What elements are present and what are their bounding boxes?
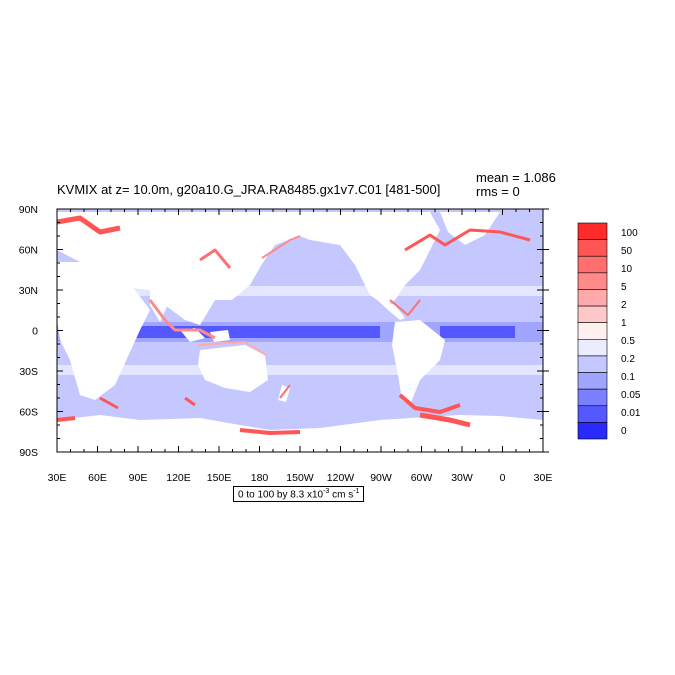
coastal-high-values [57, 215, 531, 435]
colorbar-label: 0.05 [621, 390, 641, 401]
colorbar-label: 2 [621, 300, 627, 311]
y-tick-label: 60S [19, 407, 38, 419]
colorbar-swatch [577, 339, 608, 357]
colorbar-swatch [577, 305, 608, 323]
x-tick-label: 30E [48, 472, 67, 484]
rms-stat: rms = 0 [476, 184, 520, 199]
range-exponent: -3 [323, 488, 330, 495]
range-unit: cm s [329, 489, 354, 501]
x-tick-label: 120E [166, 472, 191, 484]
colorbar-label: 1 [621, 318, 627, 329]
y-tick-label: 60N [19, 245, 38, 257]
x-axis: 30E 60E 90E 120E 150E 180 150W 120W 90W 60W 30W 0 30… [48, 209, 553, 484]
chart-title: KVMIX at z= 10.0m, g20a10.G_JRA.RA8485.g… [57, 182, 441, 197]
colorbar-swatch [577, 289, 608, 307]
colorbar-swatch [577, 222, 608, 240]
x-tick-label: 150E [207, 472, 232, 484]
land-masses [57, 212, 543, 452]
x-tick-label: 30W [451, 472, 473, 484]
colorbar-label: 10 [621, 264, 633, 275]
colorbar-swatch [577, 239, 608, 257]
colorbar-swatch [577, 355, 608, 373]
colorbar-swatch [577, 405, 608, 423]
colorbar-label: 50 [621, 246, 633, 257]
y-tick-label: 90N [19, 204, 38, 216]
x-tick-label: 30E [534, 472, 553, 484]
colorbar-label: 0.5 [621, 336, 635, 347]
y-axis: 90N 60N 30N 0 30S 60S 90S [19, 204, 549, 459]
map-field [57, 209, 543, 452]
colorbar-label: 5 [621, 282, 627, 293]
x-tick-label: 180 [251, 472, 269, 484]
colorbar-swatch [577, 372, 608, 390]
colorbar-label: 100 [621, 228, 638, 239]
colorbar-swatch [577, 255, 608, 274]
x-tick-label: 90W [370, 472, 392, 484]
x-tick-label: 150W [286, 472, 314, 484]
colorbar-swatch [577, 422, 608, 440]
colorbar-swatch [577, 322, 608, 340]
y-tick-label: 30N [19, 285, 38, 297]
colorbar-swatch [577, 388, 608, 407]
colorbar-label: 0 [621, 426, 627, 437]
contour-range-label: 0 to 100 by 8.3 x10-3 cm s-1 [233, 486, 365, 503]
mean-stat: mean = 1.086 [476, 170, 556, 185]
y-tick-label: 0 [32, 326, 38, 338]
y-tick-label: 90S [19, 447, 38, 459]
colorbar: 100 50 10 5 2 1 0.5 0.2 0.1 0.05 0.01 0 [577, 222, 641, 440]
range-prefix: 0 to 100 by 8.3 x10 [238, 489, 324, 501]
colorbar-label: 0.2 [621, 354, 635, 365]
colorbar-label: 0.1 [621, 372, 635, 383]
x-tick-label: 0 [500, 472, 506, 484]
range-unit-exponent: -1 [353, 488, 360, 495]
x-tick-label: 120W [327, 472, 355, 484]
x-tick-label: 60W [411, 472, 433, 484]
colorbar-label: 0.01 [621, 408, 641, 419]
y-tick-label: 30S [19, 366, 38, 378]
colorbar-swatch [577, 272, 608, 290]
x-tick-label: 90E [129, 472, 148, 484]
x-tick-label: 60E [88, 472, 107, 484]
